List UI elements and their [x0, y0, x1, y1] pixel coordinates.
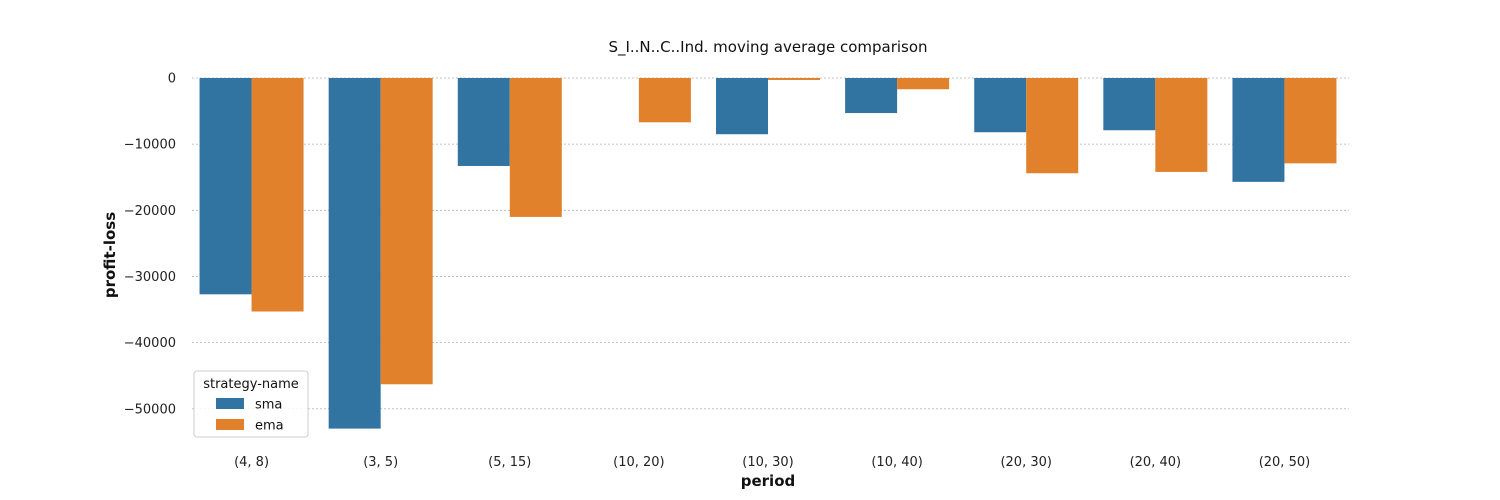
- bar-ema: [638, 78, 691, 123]
- x-tick-label: (10, 30): [742, 455, 794, 470]
- legend-swatch-ema: [216, 419, 244, 430]
- chart-title: S_I..N..C..Ind. moving average compariso…: [608, 38, 927, 57]
- y-axis-label: profit-loss: [101, 212, 119, 298]
- x-tick-label: (4, 8): [234, 455, 269, 470]
- bar-ema: [1155, 78, 1208, 172]
- y-tick-label: −20000: [124, 204, 176, 219]
- legend-title: strategy-name: [203, 377, 299, 392]
- y-tick-label: −30000: [124, 270, 176, 285]
- y-tick-label: −40000: [124, 336, 176, 351]
- bar-ema: [251, 78, 304, 312]
- bars: [199, 78, 1337, 429]
- bar-sma: [845, 78, 898, 114]
- bar-ema: [897, 78, 950, 90]
- x-tick-label: (3, 5): [363, 455, 398, 470]
- bar-ema: [768, 78, 820, 80]
- legend-label-sma: sma: [255, 398, 282, 413]
- bar-sma: [457, 78, 510, 166]
- bar-sma: [716, 78, 768, 135]
- x-tick-label: (10, 20): [613, 455, 665, 470]
- bar-ema: [380, 78, 433, 385]
- legend-label-ema: ema: [255, 419, 284, 434]
- y-tick-label: −50000: [124, 402, 176, 417]
- x-tick-label: (20, 40): [1130, 455, 1182, 470]
- bar-sma: [1103, 78, 1156, 131]
- legend: strategy-name sma ema: [193, 370, 309, 438]
- bar-ema: [509, 78, 562, 217]
- bar-ema: [1284, 78, 1337, 164]
- y-axis-ticks: 0 −10000 −20000 −30000 −40000 −50000: [124, 72, 176, 418]
- bar-ema: [1026, 78, 1079, 174]
- x-tick-label: (20, 30): [1000, 455, 1052, 470]
- x-axis-label: period: [741, 472, 796, 490]
- x-tick-label: (20, 50): [1259, 455, 1311, 470]
- bar-sma: [199, 78, 252, 295]
- x-axis-ticks: (4, 8) (3, 5) (5, 15) (10, 20) (10, 30) (10, …: [234, 455, 1310, 470]
- bar-sma: [974, 78, 1027, 133]
- y-tick-label: 0: [168, 72, 176, 87]
- x-tick-label: (10, 40): [871, 455, 923, 470]
- bar-sma: [328, 78, 381, 429]
- y-tick-label: −10000: [124, 138, 176, 153]
- x-tick-label: (5, 15): [488, 455, 531, 470]
- bar-sma: [1232, 78, 1285, 182]
- legend-swatch-sma: [216, 398, 244, 409]
